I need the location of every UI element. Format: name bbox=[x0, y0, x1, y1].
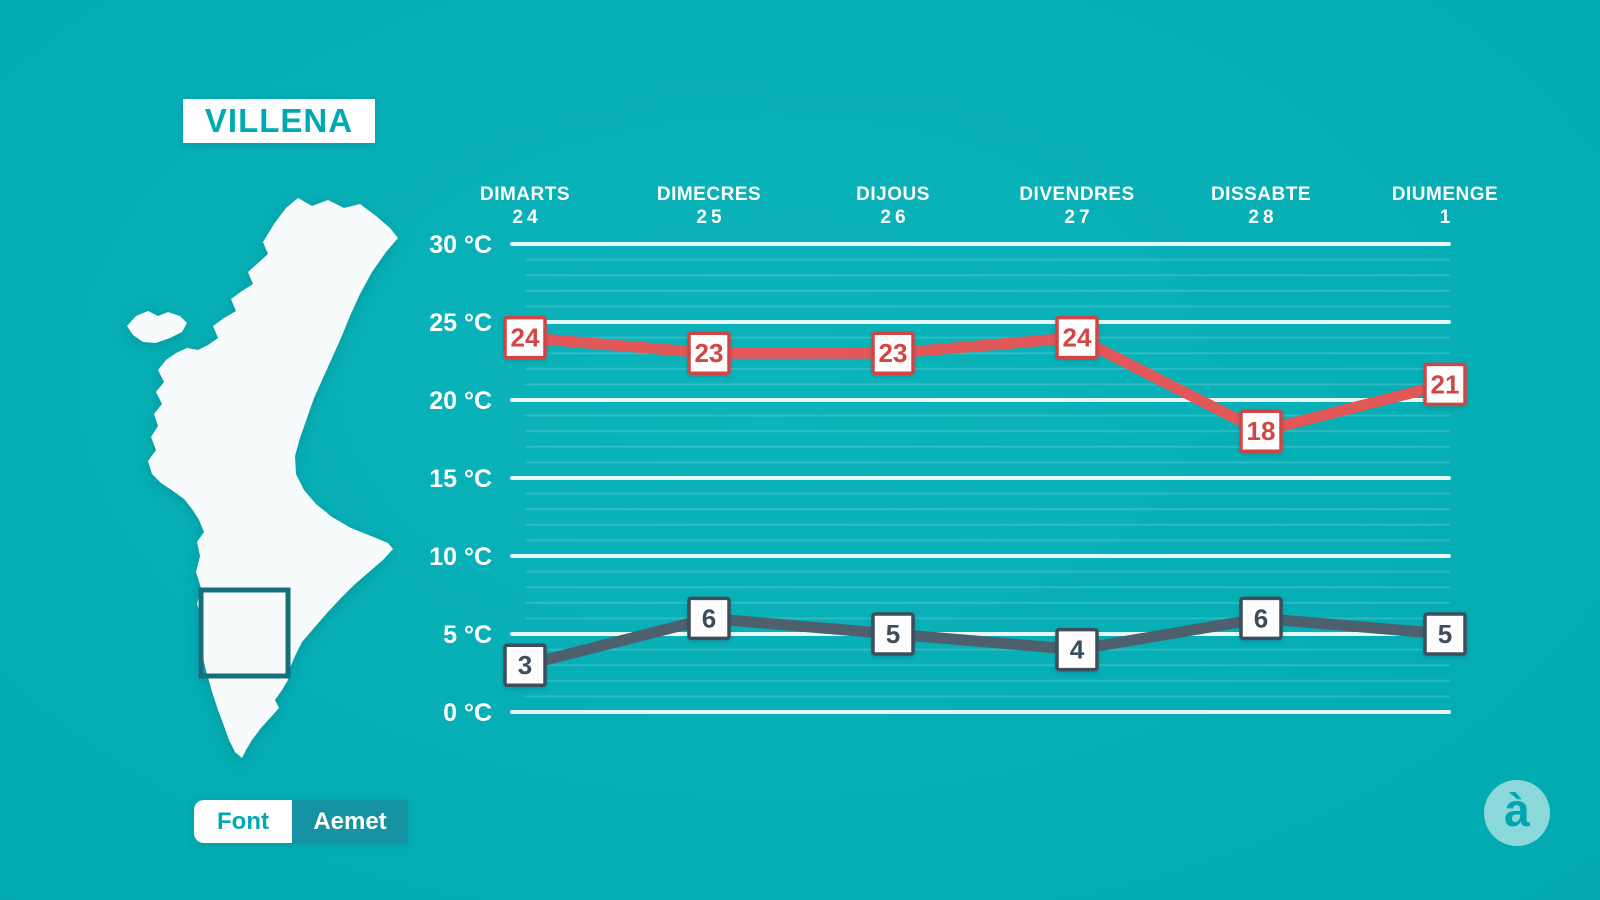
value-box-minimes bbox=[1423, 612, 1467, 656]
day-name-label: DIUMENGE bbox=[1392, 184, 1498, 205]
day-name-label: DISSABTE bbox=[1211, 184, 1311, 205]
source-badge: Font Aemet bbox=[194, 800, 408, 843]
y-tick-label: 30 °C bbox=[429, 231, 492, 259]
source-name-box: Aemet bbox=[292, 800, 408, 843]
logo-letter: à bbox=[1504, 784, 1530, 836]
value-box-maximes bbox=[871, 331, 915, 375]
value-box-maximes bbox=[1055, 315, 1099, 360]
broadcaster-logo: à bbox=[1484, 780, 1550, 846]
y-tick-label: 10 °C bbox=[429, 543, 492, 571]
map-highlight-square bbox=[198, 587, 291, 679]
map-region-silhouette bbox=[148, 198, 398, 758]
y-tick-label: 15 °C bbox=[429, 465, 492, 493]
value-label-minimes: 5 bbox=[1438, 619, 1452, 649]
value-box-minimes bbox=[687, 596, 731, 641]
value-box-maximes bbox=[1423, 362, 1467, 407]
value-box-minimes bbox=[1239, 596, 1283, 641]
day-date-label: 1 bbox=[1440, 207, 1455, 228]
value-label-minimes: 5 bbox=[886, 619, 900, 649]
value-box-minimes bbox=[1055, 627, 1099, 672]
source-label: Font bbox=[217, 807, 269, 835]
map-exclave-silhouette bbox=[127, 311, 187, 343]
value-label-maximes: 23 bbox=[879, 338, 908, 368]
day-date-label: 24 bbox=[512, 207, 541, 228]
value-label-maximes: 24 bbox=[1063, 323, 1092, 353]
y-tick-label: 20 °C bbox=[429, 387, 492, 415]
y-tick-label: 0 °C bbox=[443, 699, 492, 727]
day-date-label: 28 bbox=[1248, 207, 1277, 228]
value-box-maximes bbox=[687, 331, 731, 375]
value-label-maximes: 23 bbox=[695, 338, 724, 368]
day-name-label: DIJOUS bbox=[856, 184, 930, 205]
day-name-label: DIMECRES bbox=[657, 184, 761, 205]
value-label-maximes: 21 bbox=[1431, 369, 1460, 399]
value-label-minimes: 4 bbox=[1070, 635, 1085, 665]
location-title-box: VILLENA bbox=[183, 99, 375, 143]
y-tick-label: 25 °C bbox=[429, 309, 492, 337]
day-date-label: 27 bbox=[1064, 207, 1093, 228]
day-name-label: DIVENDRES bbox=[1019, 184, 1134, 205]
day-date-label: 25 bbox=[696, 207, 725, 228]
source-name: Aemet bbox=[313, 807, 387, 835]
value-label-maximes: 24 bbox=[511, 323, 540, 353]
series-line-maximes bbox=[519, 332, 1451, 437]
day-name-label: DIMARTS bbox=[480, 184, 570, 205]
value-box-maximes bbox=[503, 315, 547, 360]
day-date-label: 26 bbox=[880, 207, 909, 228]
region-map bbox=[100, 190, 430, 770]
value-label-minimes: 3 bbox=[518, 650, 532, 680]
value-label-minimes: 6 bbox=[702, 603, 716, 633]
value-label-maximes: 18 bbox=[1247, 416, 1276, 446]
value-label-minimes: 6 bbox=[1254, 603, 1268, 633]
value-box-minimes bbox=[871, 612, 915, 656]
location-title: VILLENA bbox=[204, 102, 354, 139]
series-line-minimes bbox=[519, 612, 1451, 671]
source-label-box: Font bbox=[194, 800, 292, 843]
y-tick-label: 5 °C bbox=[443, 621, 492, 649]
value-box-minimes bbox=[503, 643, 547, 687]
value-box-maximes bbox=[1239, 409, 1283, 453]
